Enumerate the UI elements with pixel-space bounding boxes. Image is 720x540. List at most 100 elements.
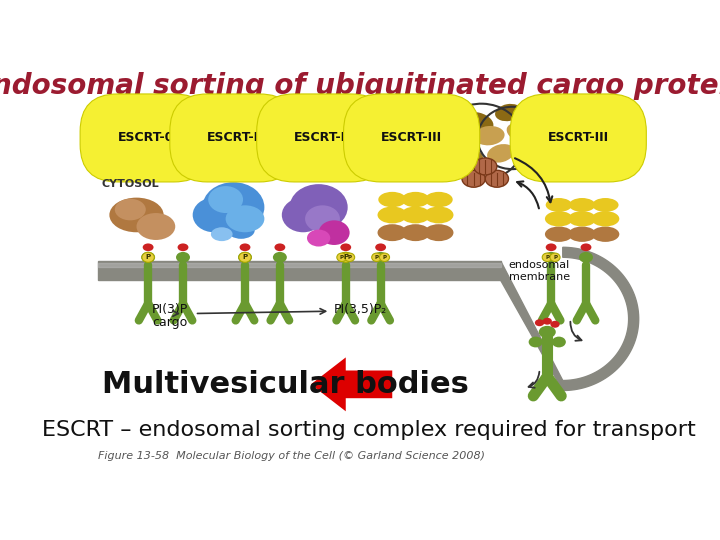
Ellipse shape (377, 206, 407, 224)
Ellipse shape (176, 252, 190, 262)
Ellipse shape (239, 252, 251, 262)
Ellipse shape (202, 182, 264, 232)
Text: ESCRT-III: ESCRT-III (381, 131, 442, 145)
Ellipse shape (240, 244, 251, 251)
Ellipse shape (462, 170, 485, 187)
Ellipse shape (143, 244, 153, 251)
Ellipse shape (569, 198, 595, 212)
Text: P: P (545, 255, 549, 260)
Ellipse shape (142, 252, 154, 262)
Ellipse shape (593, 198, 618, 212)
Ellipse shape (340, 252, 352, 262)
Ellipse shape (341, 244, 351, 251)
Ellipse shape (579, 252, 593, 262)
Text: cargo: cargo (152, 316, 187, 329)
Ellipse shape (372, 253, 382, 261)
Ellipse shape (208, 186, 243, 213)
Ellipse shape (178, 244, 189, 251)
Polygon shape (311, 357, 392, 411)
Ellipse shape (307, 230, 330, 247)
Ellipse shape (274, 244, 285, 251)
Text: P: P (374, 255, 379, 260)
Ellipse shape (444, 132, 473, 151)
Ellipse shape (550, 321, 559, 328)
Ellipse shape (114, 199, 145, 220)
Ellipse shape (495, 104, 522, 121)
Ellipse shape (377, 224, 407, 241)
Ellipse shape (401, 224, 431, 241)
Polygon shape (98, 264, 500, 267)
Text: P: P (343, 254, 348, 260)
Ellipse shape (137, 213, 175, 240)
Ellipse shape (507, 123, 534, 142)
Ellipse shape (591, 226, 619, 242)
Text: CYTOSOL: CYTOSOL (102, 179, 159, 189)
Ellipse shape (374, 252, 387, 262)
Ellipse shape (319, 220, 350, 245)
Ellipse shape (339, 252, 353, 262)
Ellipse shape (539, 326, 556, 338)
Ellipse shape (211, 227, 233, 241)
Ellipse shape (546, 198, 572, 212)
Text: PI(3,5)P₂: PI(3,5)P₂ (334, 303, 387, 316)
Ellipse shape (542, 253, 552, 261)
Ellipse shape (425, 192, 453, 207)
Ellipse shape (543, 318, 552, 325)
Ellipse shape (228, 222, 255, 239)
Ellipse shape (591, 211, 619, 226)
Ellipse shape (528, 336, 543, 347)
Text: PI(3)P: PI(3)P (152, 303, 188, 316)
Text: ESCRT-I: ESCRT-I (207, 131, 259, 145)
Ellipse shape (544, 252, 558, 262)
Ellipse shape (568, 211, 596, 226)
Ellipse shape (545, 211, 573, 226)
Ellipse shape (289, 184, 348, 231)
Ellipse shape (273, 252, 287, 262)
Ellipse shape (141, 252, 155, 262)
Ellipse shape (109, 198, 163, 232)
Text: Figure 13-58  Molecular Biology of the Cell (© Garland Science 2008): Figure 13-58 Molecular Biology of the Ce… (98, 451, 485, 461)
Ellipse shape (474, 158, 497, 175)
Ellipse shape (337, 253, 347, 261)
Text: P: P (145, 254, 150, 260)
Text: P: P (348, 255, 351, 260)
Ellipse shape (462, 112, 493, 133)
Text: ESCRT-II: ESCRT-II (294, 131, 351, 145)
Ellipse shape (378, 192, 406, 207)
Text: ESCRT-III: ESCRT-III (548, 131, 609, 145)
Ellipse shape (485, 170, 508, 187)
Text: Multivesicular bodies: Multivesicular bodies (102, 370, 469, 399)
Ellipse shape (402, 192, 429, 207)
Text: P: P (553, 255, 557, 260)
Ellipse shape (282, 198, 325, 232)
Ellipse shape (305, 205, 340, 232)
Ellipse shape (193, 198, 235, 232)
Polygon shape (500, 247, 639, 390)
Text: ESCRT-0: ESCRT-0 (117, 131, 174, 145)
Ellipse shape (550, 253, 560, 261)
Text: Endosomal sorting of ubiquitinated cargo proteins: Endosomal sorting of ubiquitinated cargo… (0, 72, 720, 100)
Ellipse shape (379, 253, 390, 261)
Text: P: P (243, 254, 248, 260)
Ellipse shape (535, 319, 544, 326)
Text: ESCRT – endosomal sorting complex required for transport: ESCRT – endosomal sorting complex requir… (42, 420, 696, 440)
Ellipse shape (552, 336, 566, 347)
Ellipse shape (225, 205, 264, 232)
Ellipse shape (474, 126, 505, 145)
Ellipse shape (345, 253, 355, 261)
Text: P: P (340, 255, 344, 260)
Ellipse shape (424, 206, 454, 224)
Ellipse shape (546, 244, 557, 251)
Ellipse shape (456, 148, 483, 166)
Ellipse shape (487, 144, 514, 163)
Ellipse shape (375, 244, 386, 251)
Ellipse shape (568, 226, 596, 242)
Ellipse shape (545, 226, 573, 242)
Ellipse shape (401, 206, 431, 224)
Ellipse shape (424, 224, 454, 241)
Ellipse shape (580, 244, 591, 251)
Text: endosomal
membrane: endosomal membrane (508, 260, 570, 282)
Text: P: P (382, 255, 387, 260)
Polygon shape (98, 261, 500, 280)
Ellipse shape (238, 252, 252, 262)
